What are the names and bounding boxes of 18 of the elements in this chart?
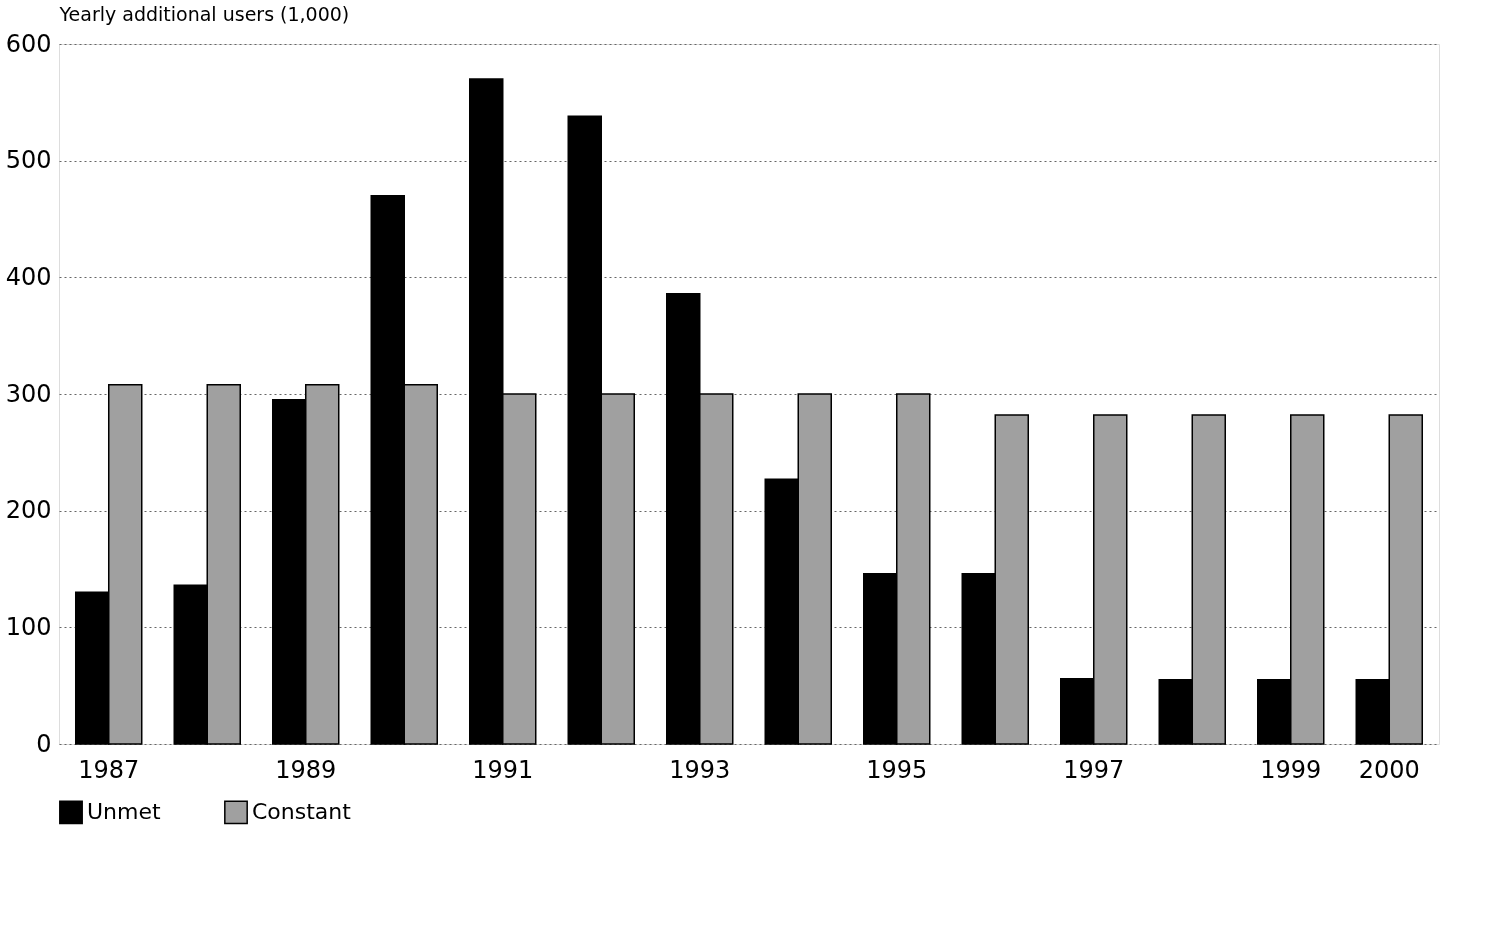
- x-tick-label: 2000: [1358, 755, 1420, 784]
- x-tick-label: 1997: [1063, 755, 1125, 784]
- x-tick-label: 1989: [275, 755, 337, 784]
- y-tick-label: 0: [36, 729, 52, 758]
- x-tick-label: 1993: [669, 755, 731, 784]
- y-tick-label: 100: [5, 612, 52, 641]
- x-tick-label: 1995: [866, 755, 928, 784]
- x-tick-label: 1991: [472, 755, 534, 784]
- y-tick-label: 300: [5, 379, 52, 408]
- y-axis-title: Yearly additional users (1,000): [58, 2, 350, 25]
- y-tick-label: 200: [5, 496, 52, 525]
- legend-label: Unmet: [87, 799, 162, 825]
- y-tick-label: 600: [5, 29, 52, 58]
- x-tick-label: 1987: [78, 755, 140, 784]
- x-tick-label: 1999: [1260, 755, 1322, 784]
- y-tick-label: 500: [5, 146, 52, 175]
- legend-label: Constant: [252, 799, 352, 825]
- y-tick-label: 400: [5, 262, 52, 291]
